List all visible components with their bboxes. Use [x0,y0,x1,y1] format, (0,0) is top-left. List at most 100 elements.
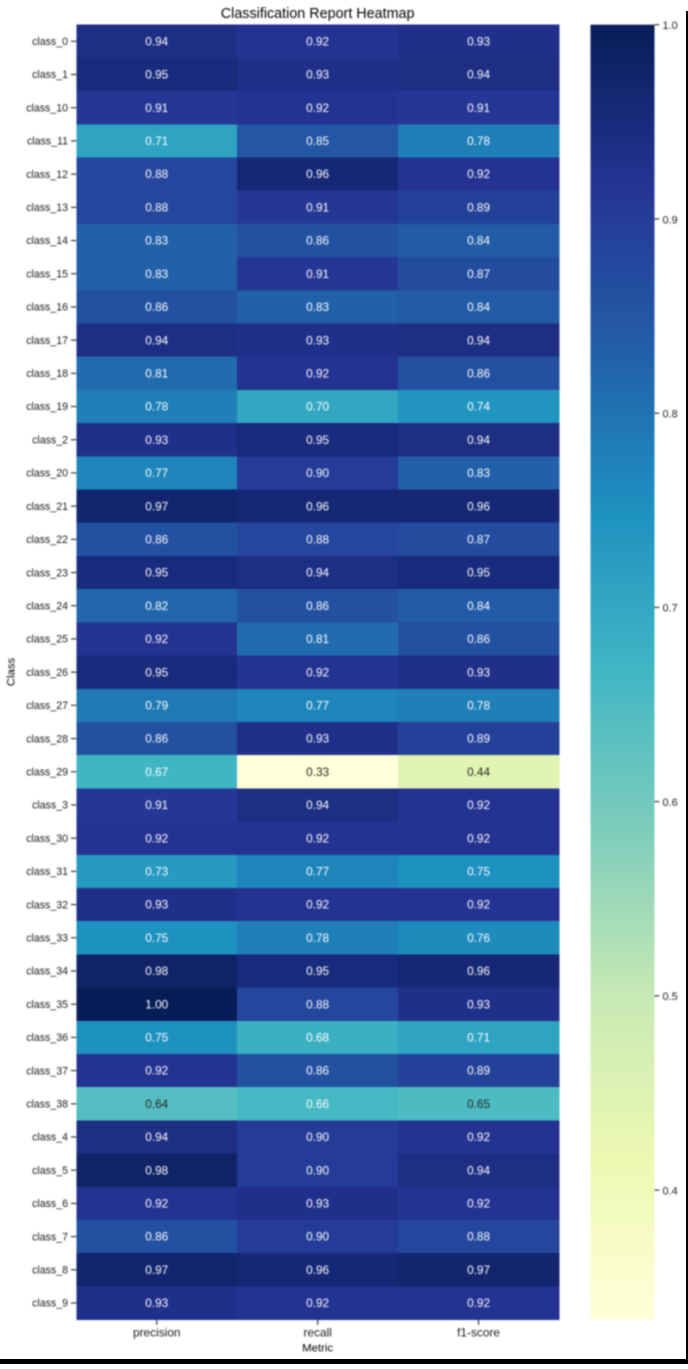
svg-text:0.91: 0.91 [145,798,168,812]
svg-text:class_19: class_19 [26,401,68,413]
svg-text:0.77: 0.77 [145,466,168,480]
svg-text:0.90: 0.90 [306,1163,329,1177]
svg-text:0.94: 0.94 [467,1163,490,1177]
svg-text:0.91: 0.91 [306,200,329,214]
svg-text:0.93: 0.93 [145,898,168,912]
svg-text:0.92: 0.92 [306,831,329,845]
svg-text:0.75: 0.75 [145,931,168,945]
svg-text:0.73: 0.73 [145,865,168,879]
svg-text:0.8: 0.8 [663,408,678,420]
svg-text:0.74: 0.74 [467,400,490,414]
svg-text:Metric: Metric [302,1342,333,1354]
svg-text:0.86: 0.86 [306,234,329,248]
svg-text:0.93: 0.93 [306,1197,329,1211]
svg-text:0.97: 0.97 [145,499,168,513]
svg-text:0.93: 0.93 [145,1296,168,1310]
svg-text:0.88: 0.88 [145,200,168,214]
svg-text:class_37: class_37 [26,1065,68,1077]
svg-text:0.95: 0.95 [145,68,168,82]
svg-text:0.95: 0.95 [306,964,329,978]
svg-text:0.88: 0.88 [306,997,329,1011]
svg-text:0.70: 0.70 [306,400,329,414]
svg-text:0.68: 0.68 [306,1031,329,1045]
svg-text:class_5: class_5 [32,1165,68,1177]
svg-text:0.93: 0.93 [306,68,329,82]
svg-text:0.86: 0.86 [306,599,329,613]
svg-text:0.95: 0.95 [306,433,329,447]
svg-text:0.71: 0.71 [467,1031,490,1045]
svg-text:0.83: 0.83 [145,234,168,248]
svg-text:1.00: 1.00 [145,997,168,1011]
svg-text:class_14: class_14 [26,235,68,247]
svg-text:0.92: 0.92 [467,898,490,912]
svg-text:0.93: 0.93 [306,732,329,746]
svg-text:0.86: 0.86 [145,532,168,546]
svg-text:class_6: class_6 [32,1198,68,1210]
svg-text:class_24: class_24 [26,600,68,612]
svg-text:0.97: 0.97 [467,1263,490,1277]
svg-text:0.78: 0.78 [467,698,490,712]
svg-text:0.94: 0.94 [306,798,329,812]
svg-text:0.92: 0.92 [306,34,329,48]
svg-text:f1-score: f1-score [457,1325,500,1339]
svg-text:0.89: 0.89 [467,1064,490,1078]
svg-text:class_21: class_21 [26,501,68,513]
svg-text:0.96: 0.96 [306,167,329,181]
svg-text:0.83: 0.83 [306,300,329,314]
svg-text:class_10: class_10 [26,102,68,114]
svg-text:class_3: class_3 [32,800,68,812]
svg-text:0.92: 0.92 [467,831,490,845]
svg-text:0.89: 0.89 [467,732,490,746]
svg-text:class_22: class_22 [26,534,68,546]
svg-text:0.92: 0.92 [145,831,168,845]
svg-text:class_17: class_17 [26,335,68,347]
svg-text:0.82: 0.82 [145,599,168,613]
svg-text:recall: recall [303,1325,331,1339]
svg-text:class_32: class_32 [26,899,68,911]
svg-text:0.83: 0.83 [145,267,168,281]
svg-text:class_34: class_34 [26,966,68,978]
svg-text:1.0: 1.0 [663,20,678,32]
svg-text:0.95: 0.95 [145,665,168,679]
svg-text:class_38: class_38 [26,1098,68,1110]
svg-text:0.92: 0.92 [145,632,168,646]
svg-text:0.90: 0.90 [306,1230,329,1244]
svg-text:0.86: 0.86 [467,366,490,380]
svg-text:class_15: class_15 [26,268,68,280]
svg-text:class_33: class_33 [26,932,68,944]
svg-text:0.88: 0.88 [145,167,168,181]
svg-text:0.79: 0.79 [145,698,168,712]
svg-text:0.84: 0.84 [467,599,490,613]
svg-text:0.71: 0.71 [145,134,168,148]
svg-text:0.96: 0.96 [306,1263,329,1277]
svg-text:0.6: 0.6 [663,797,678,809]
svg-text:0.81: 0.81 [306,632,329,646]
svg-text:0.94: 0.94 [467,68,490,82]
svg-text:class_20: class_20 [26,468,68,480]
svg-text:class_31: class_31 [26,866,68,878]
svg-text:0.81: 0.81 [145,366,168,380]
svg-text:0.90: 0.90 [306,1130,329,1144]
svg-text:0.92: 0.92 [306,366,329,380]
svg-text:0.77: 0.77 [306,865,329,879]
svg-text:0.86: 0.86 [145,732,168,746]
svg-text:0.85: 0.85 [306,134,329,148]
svg-text:0.84: 0.84 [467,234,490,248]
svg-text:class_25: class_25 [26,634,68,646]
svg-text:0.97: 0.97 [145,1263,168,1277]
svg-text:0.65: 0.65 [467,1097,490,1111]
svg-text:0.66: 0.66 [306,1097,329,1111]
svg-text:0.33: 0.33 [306,765,329,779]
svg-text:class_1: class_1 [32,69,68,81]
svg-text:class_16: class_16 [26,302,68,314]
svg-text:0.93: 0.93 [145,433,168,447]
svg-text:class_2: class_2 [32,434,68,446]
svg-text:0.96: 0.96 [306,499,329,513]
svg-text:class_11: class_11 [27,136,68,148]
svg-text:class_27: class_27 [26,700,68,712]
svg-text:class_7: class_7 [32,1231,68,1243]
svg-text:0.94: 0.94 [306,566,329,580]
svg-text:0.78: 0.78 [145,400,168,414]
svg-text:0.91: 0.91 [145,101,168,115]
svg-text:class_30: class_30 [26,833,68,845]
